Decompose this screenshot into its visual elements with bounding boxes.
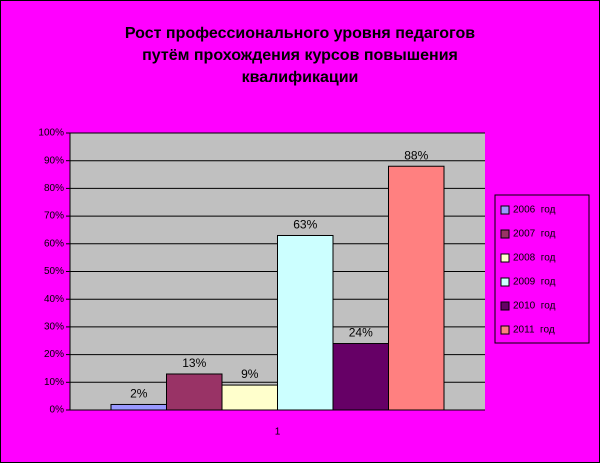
y-tick-label: 70% (44, 211, 64, 222)
y-tick-label: 10% (44, 377, 64, 388)
legend-swatch (500, 229, 510, 239)
chart-title: путём прохождения курсов повышения (142, 47, 458, 64)
bar (388, 165, 445, 411)
legend-swatch (500, 277, 510, 287)
bar (332, 343, 389, 411)
x-tick-label: 1 (275, 427, 281, 438)
chart-title: квалификации (242, 69, 359, 86)
y-tick-label: 0% (50, 405, 65, 416)
legend-label: 2007 год (513, 229, 556, 240)
y-tick-label: 50% (44, 266, 64, 277)
bar (277, 234, 334, 411)
y-tick-label: 60% (44, 238, 64, 249)
y-tick-label: 40% (44, 294, 64, 305)
y-tick-label: 90% (44, 155, 64, 166)
y-tick-label: 100% (38, 128, 64, 139)
y-tick-label: 80% (44, 183, 64, 194)
bar (110, 403, 167, 411)
legend-swatch (500, 301, 510, 311)
data-label: 9% (241, 367, 259, 381)
legend-swatch (500, 205, 510, 215)
bar (166, 373, 223, 411)
data-label: 2% (130, 387, 148, 401)
legend-label: 2008 год (513, 253, 556, 264)
legend-swatch (500, 253, 510, 263)
y-tick-label: 20% (44, 349, 64, 360)
legend-label: 2010 год (513, 301, 556, 312)
data-label: 13% (182, 356, 206, 370)
legend-label: 2011 год (513, 325, 555, 336)
data-label: 88% (404, 148, 428, 162)
legend-label: 2006 год (513, 205, 556, 216)
chart-title: Рост профессионального уровня педагогов (125, 25, 475, 42)
y-tick-label: 30% (44, 322, 64, 333)
bar (221, 384, 278, 411)
legend-label: 2009 год (513, 277, 556, 288)
legend-box (494, 194, 590, 344)
data-label: 24% (349, 326, 373, 340)
data-label: 63% (293, 218, 317, 232)
legend-swatch (500, 325, 510, 335)
